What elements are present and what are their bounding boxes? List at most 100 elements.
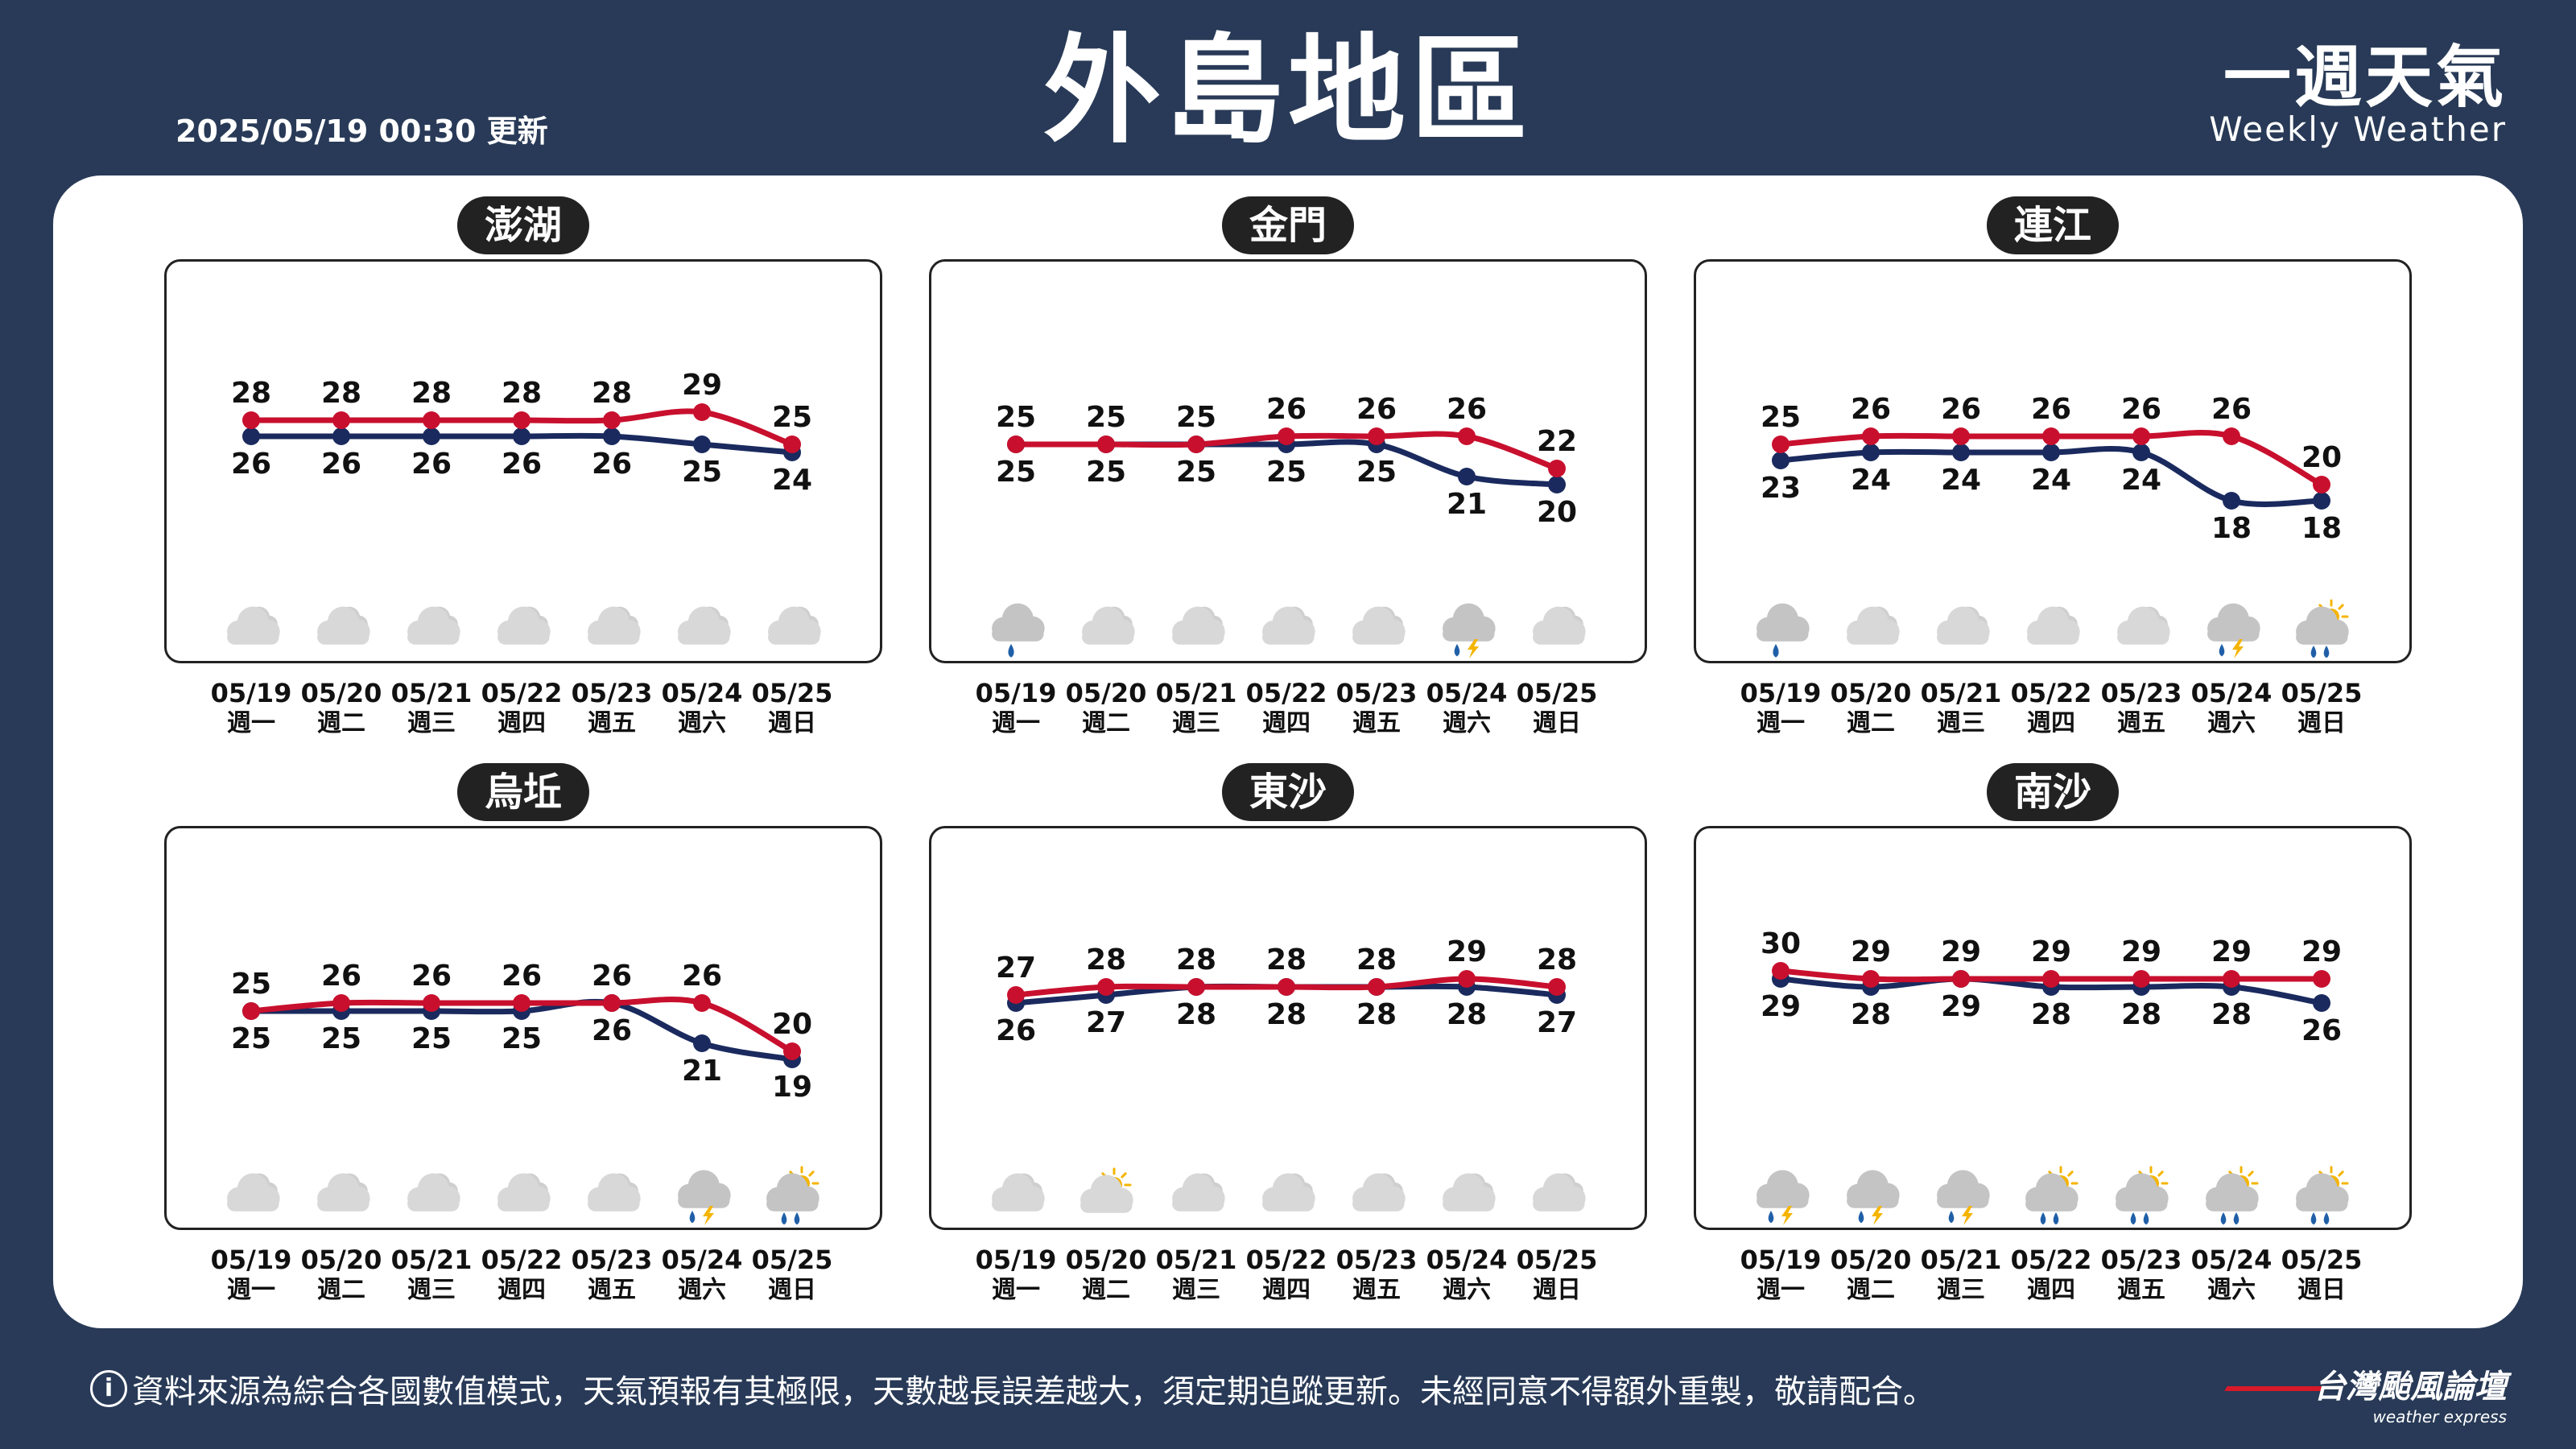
high-temp-point bbox=[1952, 427, 1970, 445]
low-temp-point bbox=[1862, 444, 1880, 461]
weekday-label: 週三 bbox=[407, 1276, 456, 1304]
date-tick-label: 05/24 bbox=[1426, 678, 1508, 708]
low-temp-point bbox=[693, 1034, 711, 1052]
station-chart-lienchiang: 連江 23 24 24 24 24 18 18 25 26 26 26 26 26 20 05/19 05/2… bbox=[1694, 196, 2412, 737]
high-temp-point bbox=[1368, 978, 1385, 996]
high-temp-label: 29 bbox=[1851, 935, 1891, 968]
cloudy-icon bbox=[407, 606, 460, 645]
weekday-label: 週日 bbox=[768, 1276, 816, 1304]
low-temp-label: 23 bbox=[1761, 472, 1801, 505]
high-temp-label: 25 bbox=[772, 401, 812, 434]
low-temp-point bbox=[1458, 468, 1476, 485]
low-temp-label: 28 bbox=[1851, 998, 1891, 1031]
sun-cloud-rain-icon bbox=[2116, 1166, 2169, 1225]
temperature-chart: 26 27 28 28 28 28 27 27 28 28 28 28 29 28 05/19 05/20 05… bbox=[976, 935, 1598, 1304]
rain-icon bbox=[1757, 603, 1810, 658]
sun-cloud-rain-icon bbox=[2206, 1166, 2259, 1225]
cloudy-icon bbox=[768, 606, 821, 645]
high-temp-point bbox=[332, 411, 350, 429]
high-temp-point bbox=[2132, 427, 2150, 445]
weekday-label: 週五 bbox=[1352, 1276, 1401, 1304]
chart-frame bbox=[929, 259, 1647, 663]
low-temp-point bbox=[1772, 452, 1790, 469]
cloudy-icon bbox=[588, 1173, 641, 1212]
low-temp-label: 25 bbox=[411, 1022, 452, 1055]
weekday-label: 週日 bbox=[768, 709, 816, 737]
logo-swoosh bbox=[2224, 1386, 2324, 1391]
temperature-chart: 25 25 25 25 25 21 20 25 25 25 26 26 26 22 05/19 05/20 05… bbox=[976, 393, 1598, 737]
high-temp-label: 29 bbox=[1941, 935, 1981, 968]
high-temp-point bbox=[693, 403, 711, 421]
cloudy-icon bbox=[227, 606, 280, 645]
high-temp-label: 28 bbox=[1086, 943, 1126, 976]
date-tick-label: 05/21 bbox=[1921, 678, 2002, 708]
cloudy-icon bbox=[1352, 1173, 1406, 1212]
date-tick-label: 05/23 bbox=[2101, 1245, 2182, 1275]
low-temp-point bbox=[332, 427, 350, 445]
station-name: 南沙 bbox=[1986, 763, 2120, 821]
date-tick-label: 05/24 bbox=[2191, 1245, 2273, 1275]
date-tick-label: 05/24 bbox=[1426, 1245, 1508, 1275]
temperature-chart: 25 25 25 25 26 21 19 25 26 26 26 26 26 20 05/19 05/20 05… bbox=[211, 960, 833, 1304]
low-temp-label: 26 bbox=[411, 448, 452, 481]
weekday-label: 週日 bbox=[1533, 1276, 1581, 1304]
weekday-label: 週四 bbox=[497, 1276, 546, 1304]
high-temp-label: 26 bbox=[321, 960, 361, 993]
high-temp-point bbox=[1548, 978, 1566, 996]
station-name: 金門 bbox=[1221, 196, 1355, 254]
high-temp-label: 25 bbox=[1086, 401, 1126, 434]
low-temp-label: 25 bbox=[682, 456, 722, 489]
temperature-chart: 26 26 26 26 26 25 24 28 28 28 28 28 29 25 05/19 05/20 05… bbox=[211, 369, 833, 737]
weekday-label: 週三 bbox=[1937, 1276, 1985, 1304]
disclaimer-text: 資料來源為綜合各國數值模式，天氣預報有其極限，天數越長誤差越大，須定期追蹤更新。… bbox=[132, 1373, 1935, 1410]
low-temp-label: 24 bbox=[1851, 464, 1891, 497]
weekday-label: 週二 bbox=[1082, 709, 1130, 737]
weekday-label: 週一 bbox=[992, 1276, 1040, 1304]
low-temp-label: 21 bbox=[682, 1055, 722, 1088]
low-temp-label: 26 bbox=[2301, 1014, 2342, 1047]
high-temp-point bbox=[1548, 460, 1566, 477]
high-temp-label: 26 bbox=[2031, 393, 2071, 426]
high-temp-point bbox=[2223, 427, 2240, 445]
low-temp-label: 24 bbox=[2031, 464, 2071, 497]
weekday-label: 週二 bbox=[317, 709, 365, 737]
sun-cloud-rain-icon bbox=[2025, 1166, 2079, 1225]
brand-title: 一週天氣 bbox=[2223, 38, 2507, 117]
high-temp-label: 26 bbox=[682, 960, 722, 993]
date-tick-label: 05/20 bbox=[301, 1245, 382, 1275]
low-temp-label: 28 bbox=[2211, 998, 2252, 1031]
low-temp-label: 18 bbox=[2211, 512, 2252, 545]
info-icon: i bbox=[90, 1370, 127, 1407]
high-temp-point bbox=[2313, 476, 2330, 493]
high-temp-point bbox=[1007, 436, 1025, 453]
high-temp-point bbox=[513, 994, 530, 1012]
weekday-label: 週五 bbox=[1352, 709, 1401, 737]
high-temp-point bbox=[1772, 436, 1790, 453]
high-temp-label: 26 bbox=[2211, 393, 2252, 426]
date-tick-label: 05/22 bbox=[2011, 678, 2092, 708]
low-temp-label: 28 bbox=[1447, 998, 1487, 1031]
high-temp-label: 28 bbox=[1266, 943, 1307, 976]
weekday-label: 週六 bbox=[2207, 1276, 2256, 1304]
high-temp-point bbox=[1772, 962, 1790, 980]
date-tick-label: 05/22 bbox=[1246, 1245, 1327, 1275]
thunderstorm-icon bbox=[1847, 1170, 1900, 1225]
weekday-label: 週五 bbox=[2117, 709, 2165, 737]
date-tick-label: 05/23 bbox=[1336, 1245, 1418, 1275]
high-temp-label: 20 bbox=[2301, 441, 2342, 474]
low-temp-point bbox=[693, 436, 711, 453]
high-temp-point bbox=[423, 994, 440, 1012]
high-temp-point bbox=[1187, 436, 1205, 453]
high-temp-label: 26 bbox=[1266, 393, 1307, 426]
date-tick-label: 05/19 bbox=[1740, 678, 1822, 708]
high-temp-label: 25 bbox=[1761, 401, 1801, 434]
logo-text: 台灣颱風論壇 bbox=[2314, 1368, 2507, 1406]
cloudy-icon bbox=[1443, 1173, 1496, 1212]
cloudy-icon bbox=[1352, 606, 1406, 645]
weekday-label: 週二 bbox=[1082, 1276, 1130, 1304]
high-temp-label: 28 bbox=[231, 377, 271, 410]
high-temp-point bbox=[2313, 970, 2330, 988]
high-temp-point bbox=[242, 411, 260, 429]
low-temp-point bbox=[2223, 492, 2240, 510]
date-tick-label: 05/20 bbox=[1831, 678, 1912, 708]
